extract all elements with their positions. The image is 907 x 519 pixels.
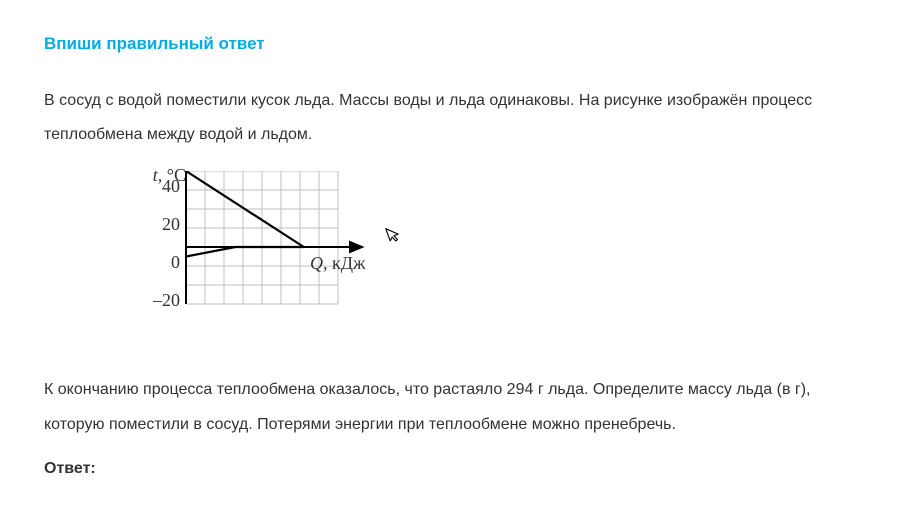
chart-series (186, 171, 304, 257)
ytick-40: 40 (144, 176, 180, 197)
answer-label: Ответ: (44, 460, 863, 478)
chart-x-axis-label: Q, кДж (310, 253, 365, 274)
ytick-m20: –20 (136, 290, 180, 311)
question-page: Впиши правильный ответ В сосуд с водой п… (0, 0, 907, 488)
chart-axes (181, 171, 362, 304)
problem-statement-bottom: К окончанию процесса теплообмена оказало… (44, 372, 863, 442)
chart-temperature-vs-heat: t, °С 40 20 0 –20 Q, кДж (136, 171, 406, 346)
ytick-0: 0 (144, 252, 180, 273)
chart-grid (186, 171, 338, 304)
problem-statement-top: В сосуд с водой поместили кусок льда. Ма… (44, 84, 863, 153)
instruction-heading: Впиши правильный ответ (44, 34, 863, 54)
ytick-20: 20 (144, 214, 180, 235)
